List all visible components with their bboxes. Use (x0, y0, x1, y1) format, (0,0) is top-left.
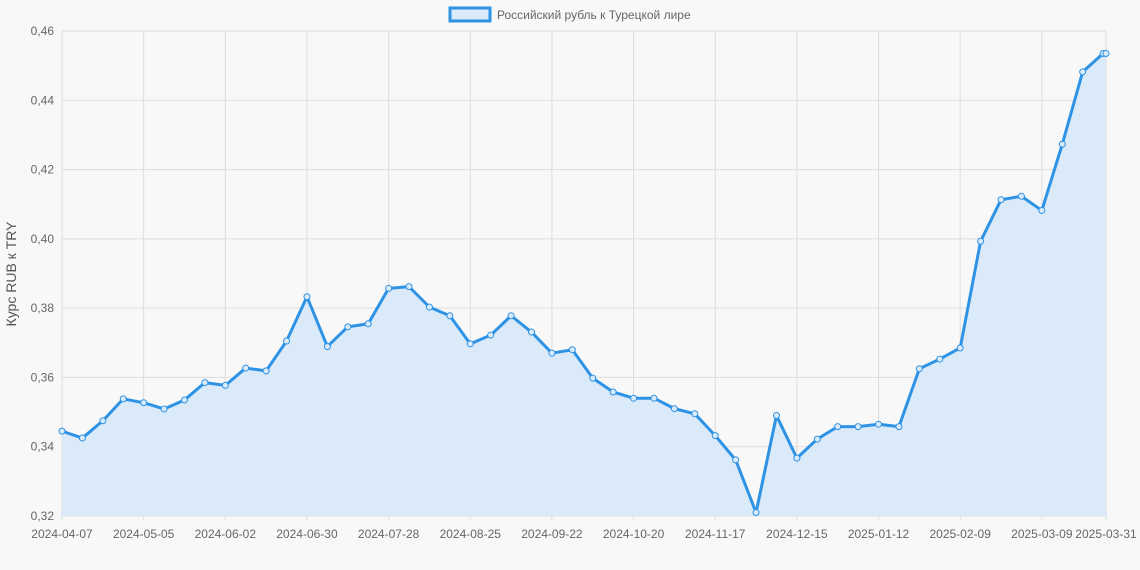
data-point[interactable] (752, 509, 760, 517)
data-point[interactable] (283, 337, 291, 345)
data-point[interactable] (405, 283, 413, 291)
x-tick-label: 2025-03-09 (1011, 527, 1073, 541)
data-point[interactable] (997, 196, 1005, 204)
data-point[interactable] (1079, 68, 1087, 76)
y-axis-title: Курс RUB к TRY (3, 221, 19, 327)
x-tick-label: 2024-12-15 (766, 527, 828, 541)
data-point[interactable] (1102, 50, 1110, 58)
data-point[interactable] (813, 435, 821, 443)
y-tick-label: 0,36 (31, 370, 55, 384)
data-point[interactable] (119, 395, 127, 403)
data-point[interactable] (650, 394, 658, 402)
x-tick-label: 2024-04-07 (31, 527, 93, 541)
data-point[interactable] (711, 432, 719, 440)
data-point[interactable] (793, 454, 801, 462)
y-tick-label: 0,44 (31, 93, 55, 107)
data-point[interactable] (568, 346, 576, 354)
x-axis-ticks: 2024-04-07 2024-05-05 2024-06-02 2024-06-30… (31, 527, 1137, 541)
y-tick-label: 0,32 (31, 509, 55, 523)
data-point[interactable] (344, 323, 352, 331)
data-point[interactable] (78, 434, 86, 442)
data-point[interactable] (589, 374, 597, 382)
data-point[interactable] (548, 349, 556, 357)
data-point[interactable] (507, 312, 515, 320)
area-fill (62, 53, 1106, 517)
data-point[interactable] (425, 303, 433, 311)
data-point[interactable] (528, 328, 536, 336)
x-tick-label: 2024-10-20 (603, 527, 665, 541)
x-tick-label: 2024-07-28 (358, 527, 420, 541)
data-point[interactable] (895, 423, 903, 431)
y-tick-label: 0,34 (31, 440, 55, 454)
data-point[interactable] (875, 420, 883, 428)
data-point[interactable] (977, 237, 985, 245)
data-point[interactable] (303, 293, 311, 301)
data-point[interactable] (670, 405, 678, 413)
data-point[interactable] (936, 355, 944, 363)
data-point[interactable] (160, 405, 168, 413)
data-point[interactable] (201, 379, 209, 387)
area-layer (58, 50, 1110, 517)
x-tick-label: 2024-05-05 (113, 527, 175, 541)
data-point[interactable] (772, 412, 780, 420)
x-tick-label: 2024-11-17 (685, 527, 746, 541)
data-point[interactable] (630, 394, 638, 402)
data-point[interactable] (180, 396, 188, 404)
x-tick-label: 2024-06-30 (276, 527, 338, 541)
data-point[interactable] (956, 344, 964, 352)
data-point[interactable] (242, 364, 250, 372)
data-point[interactable] (834, 423, 842, 431)
x-tick-label: 2025-02-09 (929, 527, 991, 541)
data-point[interactable] (1058, 140, 1066, 148)
x-tick-label: 2025-01-12 (848, 527, 910, 541)
data-point[interactable] (323, 343, 331, 351)
x-tick-label: 2025-03-31 (1075, 527, 1137, 541)
x-tick-label: 2024-09-22 (521, 527, 583, 541)
data-point[interactable] (446, 312, 454, 320)
data-point[interactable] (364, 320, 372, 328)
legend-label[interactable]: Российский рубль к Турецкой лире (497, 8, 691, 22)
y-tick-label: 0,42 (31, 163, 55, 177)
data-point[interactable] (854, 423, 862, 431)
data-point[interactable] (262, 367, 270, 375)
data-point[interactable] (58, 427, 66, 435)
data-point[interactable] (1038, 206, 1046, 214)
data-point[interactable] (99, 417, 107, 425)
legend-swatch[interactable] (448, 6, 492, 23)
data-point[interactable] (221, 381, 229, 389)
y-tick-label: 0,46 (31, 24, 55, 38)
y-tick-label: 0,38 (31, 301, 55, 315)
data-point[interactable] (140, 399, 148, 407)
data-point[interactable] (732, 456, 740, 464)
x-tick-label: 2024-06-02 (195, 527, 257, 541)
data-point[interactable] (915, 365, 923, 373)
data-point[interactable] (466, 340, 474, 348)
data-point[interactable] (1017, 192, 1025, 200)
data-point[interactable] (609, 388, 617, 396)
x-tick-label: 2024-08-25 (440, 527, 502, 541)
y-axis-ticks: 0,32 0,34 0,36 0,38 0,40 0,42 0,44 0,46 (31, 24, 55, 523)
data-point[interactable] (385, 284, 393, 292)
legend[interactable]: Российский рубль к Турецкой лире (448, 6, 691, 23)
y-tick-label: 0,40 (31, 232, 55, 246)
data-point[interactable] (691, 410, 699, 418)
data-point[interactable] (487, 331, 495, 339)
